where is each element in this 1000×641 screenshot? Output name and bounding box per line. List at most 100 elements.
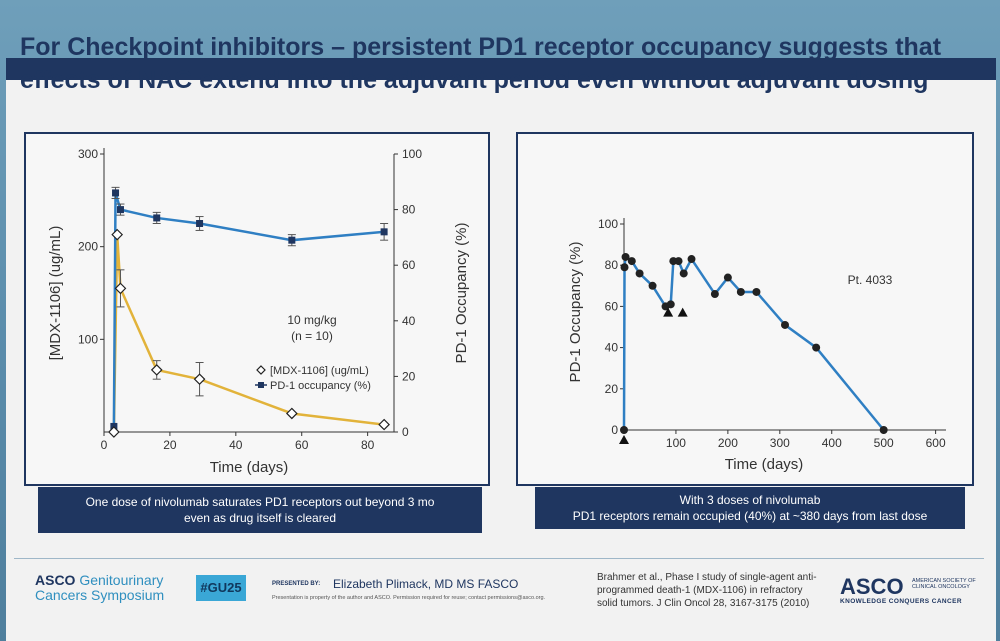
occupancy-point bbox=[879, 426, 888, 434]
right-caption-line-1: With 3 doses of nivolumab bbox=[679, 493, 821, 507]
mdx-1106-point bbox=[193, 373, 206, 386]
x-axis-label: Time (days) bbox=[210, 459, 289, 476]
dose-arrow-marker bbox=[619, 435, 629, 444]
patient-annotation: Pt. 4033 bbox=[848, 273, 893, 287]
y-tick-label: 60 bbox=[605, 299, 619, 313]
x-tick-label: 600 bbox=[926, 436, 946, 450]
legend-pd1-label: PD-1 occupancy (%) bbox=[270, 380, 371, 392]
x-tick-label: 200 bbox=[718, 436, 738, 450]
right-chart-panel: 0 20 40 60 80 100 100 200 300 400 500 600 Time (days… bbox=[516, 132, 974, 486]
occupancy-point bbox=[679, 269, 688, 278]
mdx-1106-line bbox=[112, 234, 385, 433]
occupancy-point bbox=[710, 290, 719, 299]
pd1-occupancy-point bbox=[116, 206, 124, 214]
occupancy-point bbox=[687, 255, 696, 264]
x-tick-label: 100 bbox=[666, 436, 686, 450]
symposium-word: Cancers Symposium bbox=[35, 587, 165, 603]
x-tick-label: 60 bbox=[295, 438, 309, 452]
pk-occupancy-chart: 0 20 40 60 80 100 200 300 0 20 40 60 80 100 Time (days… bbox=[47, 147, 470, 476]
occupancy-point bbox=[736, 287, 745, 296]
x-axis-label: Time (days) bbox=[725, 456, 804, 473]
y-tick-label: 0 bbox=[611, 423, 618, 437]
asco-logo-subtitle: AMERICAN SOCIETY OF CLINICAL ONCOLOGY bbox=[912, 578, 976, 590]
asco-logo-text: ASCO bbox=[840, 574, 904, 599]
asco-logo-subtitle-2: CLINICAL ONCOLOGY bbox=[912, 584, 970, 590]
legend-mdx-marker bbox=[256, 365, 266, 375]
mdx-1106-point bbox=[285, 407, 298, 420]
right-y-tick-label: 60 bbox=[402, 258, 416, 272]
occupancy-point bbox=[648, 281, 657, 290]
occupancy-point bbox=[620, 426, 628, 434]
y-tick-label: 40 bbox=[605, 341, 619, 355]
pd1-occupancy-point bbox=[153, 214, 161, 222]
presented-by-label: PRESENTED BY: bbox=[272, 581, 321, 587]
legend-mdx-label: [MDX-1106] (ug/mL) bbox=[270, 365, 369, 377]
left-chart-panel: 0 20 40 60 80 100 200 300 0 20 40 60 80 100 Time (days… bbox=[24, 132, 490, 486]
occupancy-point bbox=[666, 300, 675, 309]
occupancy-point bbox=[752, 287, 761, 296]
y-axis-label: PD-1 Occupancy (%) bbox=[567, 242, 584, 383]
patient-occupancy-chart: 0 20 40 60 80 100 100 200 300 400 500 600 Time (days… bbox=[567, 217, 946, 473]
occupancy-point bbox=[627, 257, 636, 266]
legend-pd1-marker bbox=[258, 382, 264, 388]
right-caption: With 3 doses of nivolumab PD1 receptors … bbox=[535, 487, 965, 529]
y-tick-label: 20 bbox=[605, 382, 619, 396]
right-y-tick-label: 40 bbox=[402, 314, 416, 328]
occupancy-point bbox=[620, 263, 629, 272]
permission-notice: Presentation is property of the author a… bbox=[272, 595, 546, 601]
asco-logo-subtitle-1: AMERICAN SOCIETY OF bbox=[912, 578, 976, 584]
pd1-occupancy-point bbox=[112, 189, 120, 197]
mdx-1106-point bbox=[150, 364, 163, 376]
mdx-1106-point bbox=[108, 426, 120, 438]
right-y-tick-label: 100 bbox=[402, 147, 422, 161]
y-tick-label: 100 bbox=[598, 217, 618, 231]
slide-top-bar bbox=[6, 58, 996, 80]
gu-word: Genitourinary bbox=[79, 572, 164, 588]
right-caption-line-2: PD1 receptors remain occupied (40%) at ~… bbox=[572, 509, 928, 523]
left-y-tick-label: 300 bbox=[78, 147, 98, 161]
occupancy-point bbox=[621, 252, 630, 261]
asco-word: ASCO bbox=[35, 572, 76, 588]
pd1-occupancy-point bbox=[196, 220, 204, 227]
right-y-tick-label: 80 bbox=[402, 203, 416, 217]
asco-logo: ASCO AMERICAN SOCIETY OF CLINICAL ONCOLO… bbox=[840, 574, 990, 606]
occupancy-point bbox=[635, 269, 644, 278]
dose-arrow-marker bbox=[663, 307, 674, 317]
citation: Brahmer et al., Phase I study of single-… bbox=[597, 572, 817, 609]
right-y-tick-label: 0 bbox=[402, 425, 409, 439]
mdx-1106-point bbox=[111, 228, 124, 241]
occupancy-point bbox=[674, 257, 683, 266]
pd1-occupancy-point bbox=[288, 236, 296, 244]
left-y-axis-label: [MDX-1106] (ug/mL) bbox=[47, 226, 64, 361]
n-annotation: (n = 10) bbox=[291, 329, 333, 343]
asco-tagline: KNOWLEDGE CONQUERS CANCER bbox=[840, 598, 962, 605]
right-y-tick-label: 20 bbox=[402, 369, 416, 383]
occupancy-point bbox=[812, 343, 821, 352]
meeting-logo: ASCO Genitourinary Cancers Symposium bbox=[35, 573, 164, 603]
presenter-name: Elizabeth Plimack, MD MS FASCO bbox=[333, 577, 519, 591]
x-tick-label: 500 bbox=[874, 436, 894, 450]
x-tick-label: 40 bbox=[229, 438, 243, 452]
occupancy-line bbox=[622, 254, 885, 431]
left-caption: One dose of nivolumab saturates PD1 rece… bbox=[38, 487, 482, 533]
mdx-1106-point bbox=[114, 282, 127, 295]
occupancy-point bbox=[781, 320, 789, 329]
left-y-tick-label: 100 bbox=[78, 332, 98, 346]
mdx-1106-point bbox=[378, 418, 390, 431]
x-tick-label: 0 bbox=[101, 438, 108, 452]
pd1-occupancy-point bbox=[380, 228, 388, 236]
dose-arrow-marker bbox=[677, 307, 688, 317]
x-tick-label: 400 bbox=[822, 436, 842, 450]
left-caption-line-1: One dose of nivolumab saturates PD1 rece… bbox=[85, 495, 435, 509]
occupancy-point bbox=[723, 273, 732, 282]
slide-title: For Checkpoint inhibitors – persistent P… bbox=[20, 33, 942, 94]
x-tick-label: 20 bbox=[163, 438, 177, 452]
x-tick-label: 80 bbox=[361, 438, 375, 452]
y-tick-label: 80 bbox=[605, 258, 619, 272]
dose-annotation: 10 mg/kg bbox=[287, 313, 336, 327]
left-y-tick-label: 200 bbox=[78, 240, 98, 254]
right-y-axis-label: PD-1 Occupancy (%) bbox=[453, 223, 470, 364]
footer-divider bbox=[14, 558, 984, 559]
left-caption-line-2: even as drug itself is cleared bbox=[183, 511, 337, 525]
hashtag-badge: #GU25 bbox=[196, 575, 246, 601]
